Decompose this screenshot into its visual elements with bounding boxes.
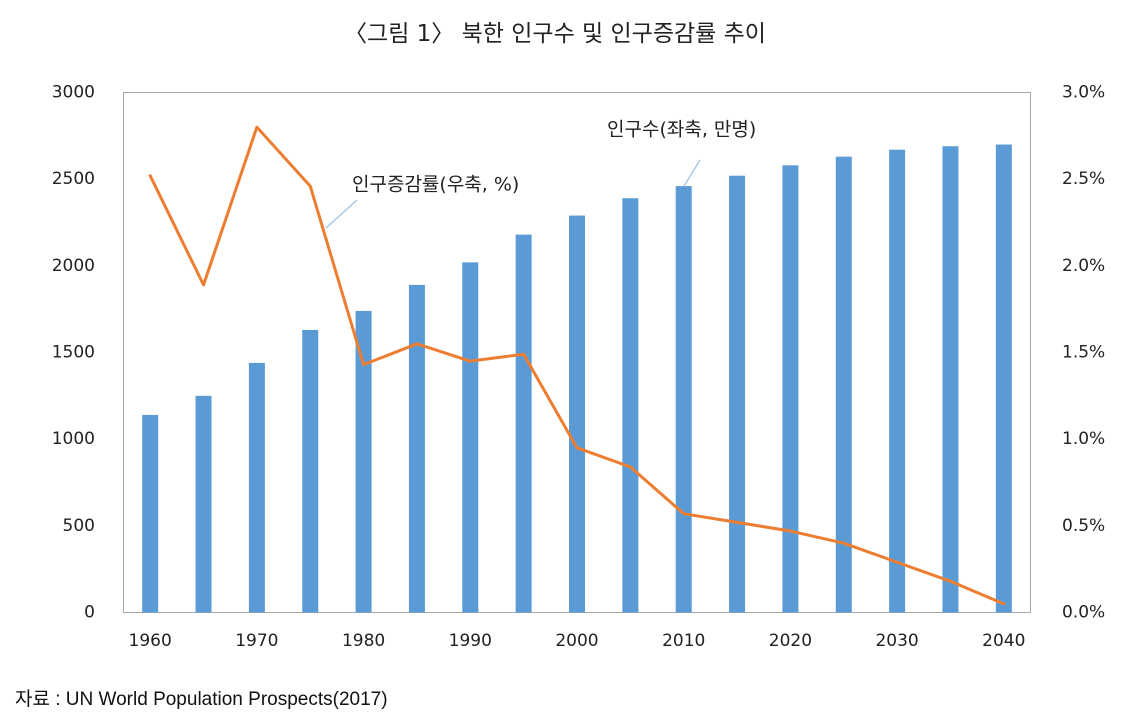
population-bar: [355, 310, 372, 613]
population-bar: [942, 146, 959, 613]
y-right-tick-label: 0.5%: [1062, 516, 1105, 536]
y-right-tick-label: 3.0%: [1062, 83, 1105, 103]
population-bar: [889, 149, 906, 613]
x-tick-label: 2000: [555, 631, 598, 651]
y-right-tick-label: 0.0%: [1062, 603, 1105, 623]
x-tick-label: 1990: [449, 631, 492, 651]
x-tick-label: 2030: [875, 631, 918, 651]
y-left-tick-label: 1000: [52, 429, 95, 449]
y-left-tick-label: 2000: [52, 256, 95, 276]
population-bar: [569, 215, 585, 613]
ticks-layer: 1960 1970 1980 1990 2000 2010 2020 2030 2040 0 500…: [52, 83, 1105, 652]
population-bar: [302, 329, 319, 613]
y-right-tick-label: 1.5%: [1062, 343, 1105, 363]
y-left-tick-label: 1500: [52, 343, 95, 363]
y-left-tick-label: 0: [84, 603, 95, 623]
population-bar: [248, 362, 265, 613]
source-note: 자료 : UN World Population Prospects(2017): [15, 689, 388, 710]
y-right-tick-label: 2.5%: [1062, 169, 1105, 189]
population-bar: [995, 144, 1012, 613]
population-bar: [782, 165, 799, 613]
y-right-tick-label: 1.0%: [1062, 429, 1105, 449]
y-left-tick-label: 2500: [52, 169, 95, 189]
growth-rate-leader-line: [325, 199, 358, 229]
y-left-tick-label: 500: [63, 516, 95, 536]
x-tick-label: 2020: [769, 631, 812, 651]
y-right-tick-label: 2.0%: [1062, 256, 1105, 276]
y-left-tick-label: 3000: [52, 83, 95, 103]
population-bar: [408, 284, 425, 613]
population-bar: [675, 186, 692, 613]
population-bar: [195, 395, 212, 613]
population-annotation: 인구수(좌축, 만명): [607, 119, 756, 141]
population-bar: [515, 234, 532, 613]
population-bar: [142, 414, 159, 613]
population-bar: [622, 198, 639, 613]
bars-layer: [142, 144, 1012, 613]
population-bar: [835, 156, 852, 613]
x-tick-label: 1980: [342, 631, 385, 651]
x-tick-label: 2010: [662, 631, 705, 651]
growth-rate-line: [148, 125, 1006, 606]
x-tick-label: 2040: [982, 631, 1025, 651]
x-tick-label: 1960: [129, 631, 172, 651]
x-tick-label: 1970: [235, 631, 278, 651]
chart-title: 〈그림 1〉 북한 인구수 및 인구증감률 추이: [344, 21, 766, 47]
population-leader-line: [683, 159, 701, 187]
population-bar: [729, 175, 746, 613]
population-bar: [462, 262, 479, 613]
growth-rate-annotation: 인구증감률(우축, %): [352, 174, 519, 196]
line-layer: [148, 125, 1006, 606]
